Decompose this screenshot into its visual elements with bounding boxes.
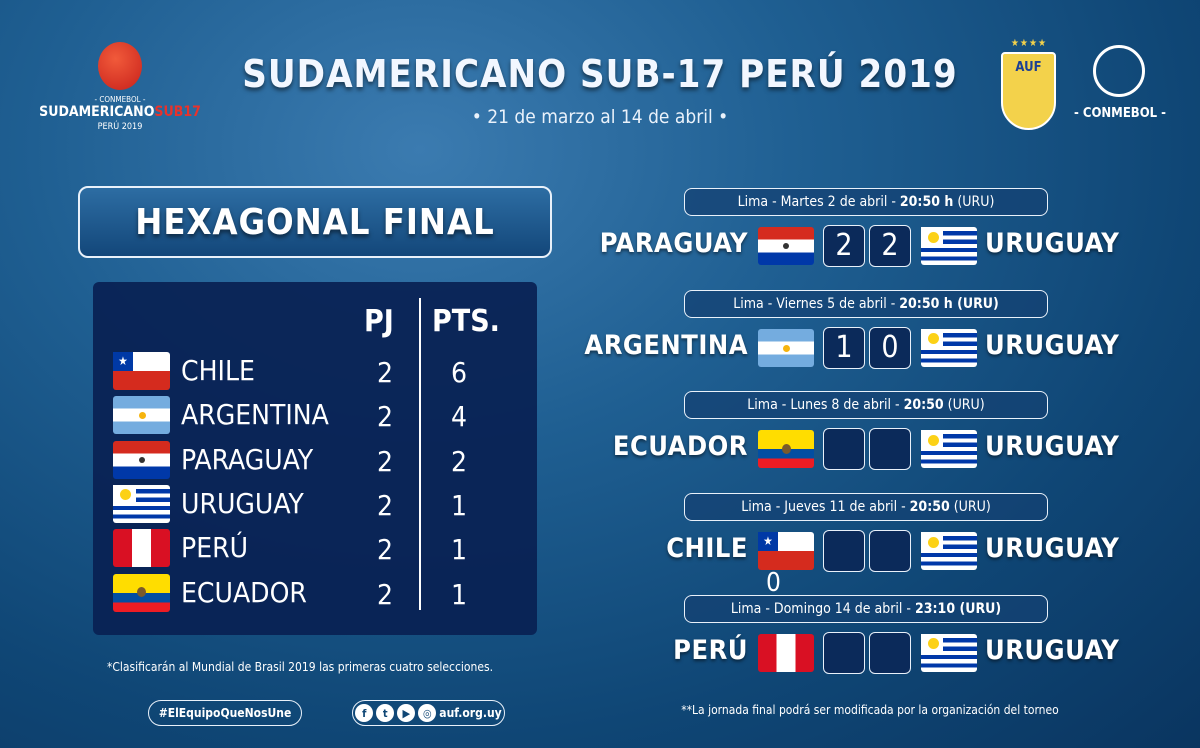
home-team: CHILE	[666, 533, 748, 565]
points: 1	[451, 533, 468, 567]
home-team: ECUADOR	[612, 431, 748, 463]
logo-conmebol: - CONMEBOL -	[94, 95, 146, 104]
team-name: PARAGUAY	[181, 442, 314, 476]
stars-icon: ★★★★	[1010, 38, 1048, 49]
flag-par-icon	[113, 440, 170, 479]
home-score	[823, 530, 865, 573]
flag-arg-icon	[758, 328, 814, 367]
points: 6	[451, 356, 468, 389]
standings-row: ARGENTINA 2 4	[113, 396, 513, 436]
home-team: PERÚ	[673, 634, 748, 666]
schedule-note: **La jornada final podrá ser modificada …	[681, 703, 1059, 717]
match-info: Lima - Martes 2 de abril - 20:50 h (URU)	[684, 188, 1048, 216]
home-team: PARAGUAY	[599, 228, 748, 259]
standings-row: PARAGUAY 2 2	[113, 440, 513, 481]
conmebol-logo-icon	[1093, 45, 1145, 97]
away-team: URUGUAY	[985, 634, 1120, 666]
match-info: Lima - Jueves 11 de abril - 20:50 (URU)	[684, 493, 1048, 522]
logo-sudamericano: SUDAMERICANOSUB17	[39, 104, 201, 120]
played: 2	[377, 533, 394, 567]
standings-row: PERÚ 2 1	[113, 529, 513, 569]
standings-row: ECUADOR 2 1	[113, 573, 513, 614]
flag-peru-icon	[758, 633, 814, 672]
flag-chile-icon	[113, 352, 170, 390]
played: 2	[377, 488, 394, 522]
team-name: PERÚ	[181, 531, 249, 565]
points: 1	[451, 577, 468, 611]
stray-digit: 0	[766, 568, 781, 598]
twitter-icon[interactable]: t	[376, 704, 395, 722]
flag-uru-icon	[921, 532, 977, 571]
team-name: URUGUAY	[181, 486, 304, 520]
away-score: 2	[869, 225, 911, 267]
away-score	[869, 530, 911, 573]
flag-ecu-icon	[758, 430, 814, 469]
flag-uru-icon	[921, 430, 977, 469]
points: 2	[451, 444, 468, 478]
column-divider	[419, 298, 421, 610]
points: 1	[451, 488, 468, 522]
played: 2	[377, 400, 394, 434]
site-link[interactable]: auf.org.uy	[439, 706, 502, 720]
away-team: URUGUAY	[985, 533, 1120, 565]
played: 2	[377, 356, 394, 389]
sudamericano-logo-icon	[98, 42, 142, 90]
points: 4	[451, 400, 468, 434]
column-pj: PJ	[364, 304, 394, 339]
standings-row: URUGUAY 2 1	[113, 484, 513, 525]
flag-uru-icon	[921, 328, 977, 367]
flag-peru-icon	[113, 529, 170, 568]
home-team: ARGENTINA	[584, 329, 748, 361]
flag-uru-icon	[921, 227, 977, 265]
flag-par-icon	[758, 227, 814, 265]
away-team: URUGUAY	[985, 228, 1120, 259]
page-title: SUDAMERICANO SUB-17 PERÚ 2019	[242, 52, 958, 96]
away-score	[869, 428, 911, 471]
instagram-icon[interactable]: ◎	[418, 704, 437, 722]
auf-shield-icon: AUF	[1001, 52, 1056, 130]
tournament-dates: • 21 de marzo al 14 de abril •	[471, 106, 729, 128]
team-name: ARGENTINA	[181, 398, 329, 432]
youtube-icon[interactable]: ▶	[397, 704, 416, 722]
flag-uru-icon	[113, 484, 170, 523]
flag-arg-icon	[113, 396, 170, 435]
home-score: 1	[823, 326, 865, 369]
match-info: Lima - Viernes 5 de abril - 20:50 h (URU…	[684, 289, 1048, 318]
flag-uru-icon	[921, 633, 977, 672]
match-info: Lima - Domingo 14 de abril - 23:10 (URU)	[684, 594, 1048, 623]
away-score: 0	[869, 326, 911, 369]
home-score	[823, 428, 865, 471]
team-name: CHILE	[181, 354, 255, 387]
played: 2	[377, 444, 394, 478]
away-score	[869, 631, 911, 674]
facebook-icon[interactable]: f	[355, 704, 374, 722]
social-pill[interactable]: f t ▶ ◎ auf.org.uy	[352, 700, 505, 726]
flag-chile-icon	[758, 532, 814, 571]
away-team: URUGUAY	[985, 329, 1120, 361]
standings-row: CHILE 2 6	[113, 352, 513, 392]
conmebol-label: - CONMEBOL -	[1073, 106, 1167, 121]
home-score: 2	[823, 225, 865, 267]
played: 2	[377, 577, 394, 611]
hashtag-pill[interactable]: #ElEquipoQueNosUne	[148, 700, 302, 726]
standings-title: HEXAGONAL FINAL	[78, 186, 552, 258]
home-score	[823, 631, 865, 674]
away-team: URUGUAY	[985, 431, 1120, 463]
standings-footnote: *Clasificarán al Mundial de Brasil 2019 …	[106, 660, 494, 674]
flag-ecu-icon	[113, 573, 170, 612]
match-info: Lima - Lunes 8 de abril - 20:50 (URU)	[684, 391, 1048, 420]
logo-peru: PERÚ 2019	[97, 122, 143, 132]
column-pts: PTS.	[432, 304, 500, 339]
team-name: ECUADOR	[181, 575, 307, 609]
